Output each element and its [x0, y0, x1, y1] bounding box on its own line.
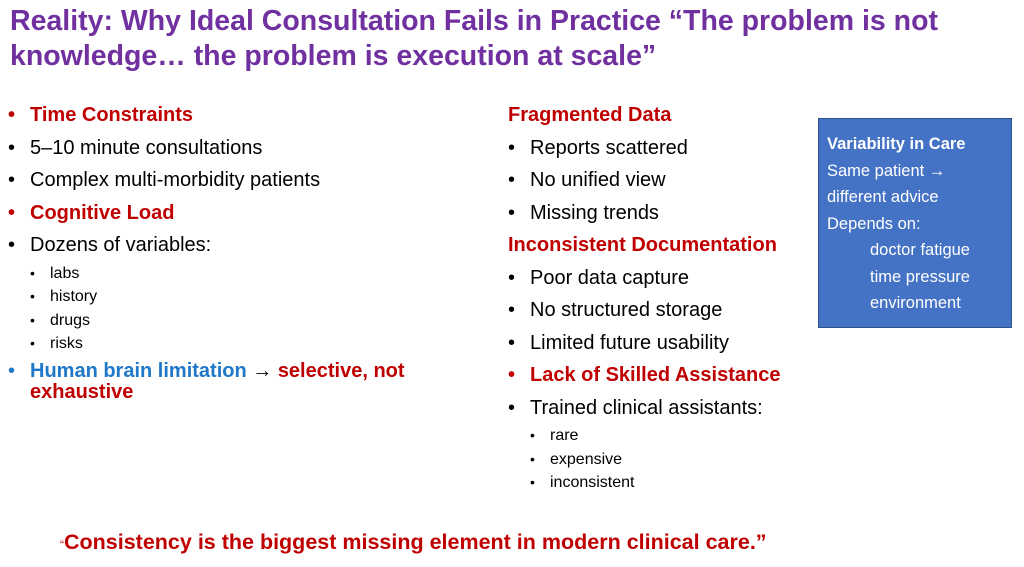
bullet-consult-length: 5–10 minute consultations — [8, 132, 478, 165]
bullet-no-structured-storage: No structured storage — [508, 294, 808, 327]
sub-bullet-rare: rare — [508, 424, 808, 448]
callout-line-same-patient: Same patient → — [827, 161, 946, 180]
left-bullet-list: Time Constraints 5–10 minute consultatio… — [8, 99, 478, 408]
callout-line-different-advice: different advice — [827, 188, 939, 206]
bullet-dozens-variables: Dozens of variables: — [8, 229, 478, 262]
bullet-limited-usability: Limited future usability — [508, 327, 808, 360]
sub-bullet-history: history — [8, 285, 478, 309]
bullet-no-unified-view: No unified view — [508, 164, 808, 197]
brain-limitation-label: Human brain limitation — [30, 359, 247, 382]
brain-limitation-result: selective, not exhaustive — [30, 359, 405, 403]
heading-fragmented-data: Fragmented Data — [508, 104, 672, 126]
callout-title: Variability in Care — [827, 135, 966, 153]
arrow-glyph: → — [246, 359, 278, 382]
heading-lack-skilled-assistance: Lack of Skilled Assistance — [508, 359, 808, 392]
sub-bullet-inconsistent: inconsistent — [508, 471, 808, 495]
middle-bullet-list: Fragmented Data Reports scattered No uni… — [508, 99, 808, 495]
callout-factor-environment: environment — [870, 294, 961, 312]
sub-bullet-risks: risks — [8, 332, 478, 356]
sub-bullet-drugs: drugs — [8, 309, 478, 333]
bullet-reports-scattered: Reports scattered — [508, 132, 808, 165]
quote-text: Consistency is the biggest missing eleme… — [64, 530, 767, 554]
callout-factor-time: time pressure — [870, 267, 970, 286]
bullet-missing-trends: Missing trends — [508, 197, 808, 230]
heading-inconsistent-documentation: Inconsistent Documentation — [508, 234, 777, 256]
slide-title: Reality: Why Ideal Consultation Fails in… — [10, 5, 938, 72]
bullet-complex-patients: Complex multi-morbidity patients — [8, 164, 478, 197]
heading-cognitive-load: Cognitive Load — [8, 197, 478, 230]
bullet-poor-data-capture: Poor data capture — [508, 262, 808, 295]
sub-bullet-labs: labs — [8, 262, 478, 286]
bullet-trained-assistants: Trained clinical assistants: — [508, 392, 808, 425]
callout-line-depends-on: Depends on: — [827, 214, 921, 233]
sub-bullet-expensive: expensive — [508, 448, 808, 472]
closing-quote: “Consistency is the biggest missing elem… — [60, 530, 1000, 555]
heading-time-constraints: Time Constraints — [8, 99, 478, 132]
quote-open-mark: “ — [60, 538, 64, 552]
callout-factor-fatigue: doctor fatigue — [870, 241, 970, 259]
bullet-brain-limitation: Human brain limitation → selective, not … — [8, 356, 478, 408]
variability-callout-box: Variability in Care Same patient → diffe… — [818, 118, 1012, 328]
